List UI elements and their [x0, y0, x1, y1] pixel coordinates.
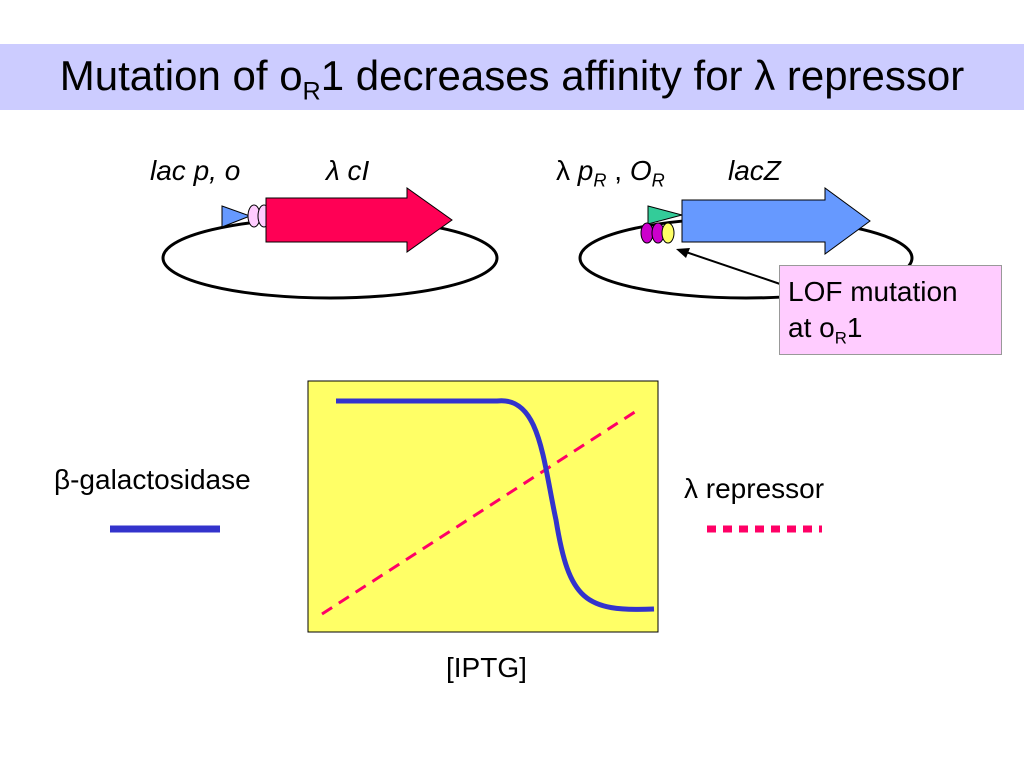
- callout-line-1: LOF mutation: [788, 276, 958, 307]
- graph-plot-area: [307, 380, 659, 633]
- left-promoter-label: lac p, o: [150, 155, 241, 186]
- left-promoter-triangle: [221, 205, 252, 228]
- repressor-legend-label: λ repressor: [684, 473, 825, 504]
- right-promoter-label: λ pR , OR: [556, 155, 665, 191]
- right-operator-oval-1: [640, 222, 654, 244]
- callout-line-2: at oR1: [788, 312, 863, 348]
- cI-gene-arrow: [265, 187, 453, 253]
- lacZ-gene-arrow: [681, 187, 871, 255]
- repressor-curve: [321, 406, 642, 616]
- title-prefix: Mutation of o: [59, 52, 303, 99]
- x-axis-label: [IPTG]: [446, 652, 527, 683]
- left-gene-label: λ cI: [326, 155, 370, 186]
- right-promoter-triangle: [647, 205, 684, 225]
- lof-mutation-callout: LOF mutation at oR1: [779, 265, 1002, 355]
- right-operator-oval-mutated: [661, 222, 675, 244]
- callout-pointer-line: [679, 249, 784, 286]
- callout-pointer-head: [676, 248, 690, 258]
- title-bar: [0, 44, 1024, 110]
- beta-galactosidase-legend-label: β-galactosidase: [54, 464, 251, 495]
- slide-title: Mutation of oR1 decreases affinity for λ…: [0, 52, 1024, 106]
- right-gene-label: lacZ: [728, 155, 781, 186]
- title-suffix: 1 decreases affinity for λ repressor: [320, 52, 965, 99]
- beta-galactosidase-curve: [336, 398, 655, 612]
- title-subscript: R: [302, 77, 321, 106]
